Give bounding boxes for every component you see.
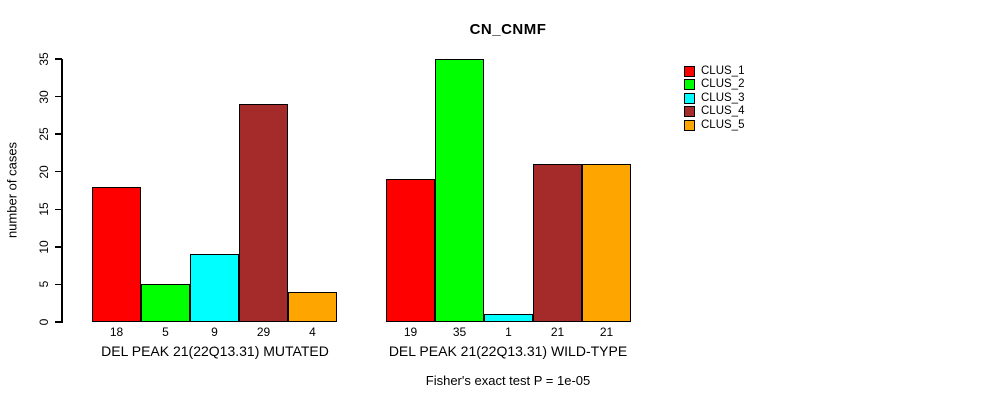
y-tick-label: 0 (37, 318, 51, 326)
bar-value-label: 9 (211, 325, 218, 339)
bar-clus_1 (92, 186, 141, 322)
bar-clus_2 (435, 59, 484, 322)
y-tick-mark (55, 283, 62, 286)
y-tick-mark (55, 95, 62, 98)
bar-value-label: 29 (256, 325, 271, 339)
legend-label: CLUS_3 (701, 91, 745, 104)
y-axis-line (61, 59, 63, 323)
y-tick-mark (55, 208, 62, 211)
legend-color-swatch (684, 92, 695, 104)
legend-color-swatch (684, 119, 695, 131)
legend-label: CLUS_5 (701, 118, 745, 131)
y-tick-mark (55, 246, 62, 248)
bar-value-label: 21 (550, 325, 565, 339)
y-tick-mark (55, 133, 62, 135)
y-tick-label: 20 (37, 165, 51, 179)
y-tick-label: 35 (37, 52, 51, 66)
legend-label: CLUS_4 (701, 105, 745, 118)
y-tick-label: 30 (37, 89, 51, 104)
y-tick-label: 25 (37, 127, 51, 141)
bar-clus_3 (484, 314, 533, 322)
legend-color-swatch (684, 106, 695, 118)
group-label-wildtype: DEL PEAK 21(22Q13.31) WILD-TYPE (388, 343, 628, 359)
bar-value-label: 1 (505, 325, 512, 339)
bar-value-label: 4 (309, 325, 316, 339)
bar-clus_2 (141, 284, 190, 322)
group-label-mutated: DEL PEAK 21(22Q13.31) MUTATED (101, 343, 329, 359)
y-tick-label: 5 (37, 281, 51, 288)
bar-clus_5 (582, 164, 631, 322)
chart-title: CN_CNMF (469, 21, 547, 38)
bar-value-label: 5 (162, 325, 169, 339)
y-tick-mark (55, 170, 62, 173)
bar-clus_4 (239, 104, 288, 322)
y-tick-mark (55, 58, 62, 60)
bar-value-label: 21 (599, 325, 614, 339)
bar-value-label: 19 (403, 325, 418, 339)
bar-value-label: 35 (452, 325, 467, 339)
bar-clus_3 (190, 254, 239, 322)
y-tick-label: 15 (37, 202, 51, 216)
legend-label: CLUS_2 (701, 78, 745, 91)
legend-label: CLUS_1 (701, 65, 745, 77)
bar-value-label: 18 (109, 325, 124, 339)
bar-clus_1 (386, 179, 435, 322)
y-tick-label: 10 (37, 240, 51, 254)
bar-clus_4 (533, 164, 582, 322)
legend-color-swatch (684, 66, 695, 77)
y-axis-label: number of cases (4, 141, 20, 239)
y-tick-mark (55, 321, 62, 323)
fisher-test-footnote: Fisher's exact test P = 1e-05 (425, 373, 591, 388)
bar-clus_5 (288, 291, 337, 322)
legend-color-swatch (684, 79, 695, 91)
